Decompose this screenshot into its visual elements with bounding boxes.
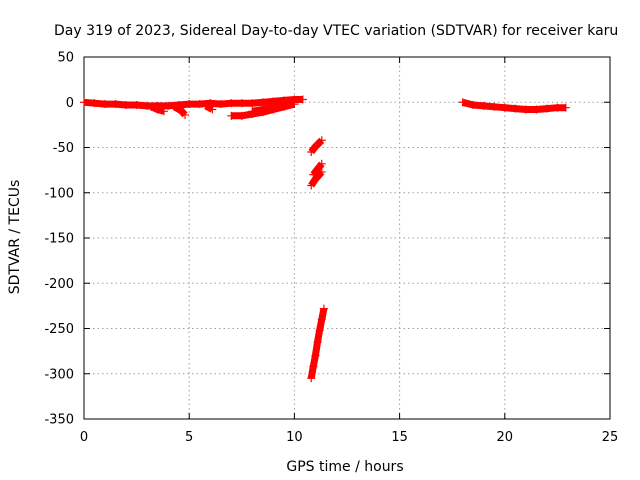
data-point — [298, 95, 307, 104]
data-point — [490, 102, 499, 111]
data-point — [307, 148, 316, 157]
data-point — [553, 103, 562, 112]
data-point — [202, 101, 211, 110]
y-tick-label: -350 — [44, 413, 74, 428]
data-point — [153, 105, 162, 114]
data-point — [248, 99, 257, 108]
data-point — [111, 100, 120, 109]
chart-title: Day 319 of 2023, Sidereal Day-to-day VTE… — [54, 23, 618, 39]
data-point — [248, 107, 257, 116]
data-point — [290, 100, 299, 109]
data-point — [132, 100, 141, 109]
data-point — [479, 101, 488, 110]
data-point — [307, 374, 316, 383]
data-point — [258, 98, 267, 107]
data-point — [279, 101, 288, 110]
data-point — [532, 105, 541, 114]
x-tick-label: 20 — [497, 430, 514, 445]
data-point — [101, 100, 110, 109]
data-point — [311, 175, 320, 184]
data-segment — [83, 96, 303, 110]
data-point — [313, 338, 322, 347]
y-tick-label: -150 — [44, 232, 74, 247]
plot-frame — [83, 56, 611, 420]
y-axis-label: SDTVAR / TECUs — [7, 180, 23, 295]
data-point — [317, 159, 326, 168]
data-point — [80, 98, 88, 107]
y-tick-label: 50 — [57, 51, 74, 66]
data-point — [500, 103, 509, 112]
data-point — [237, 99, 246, 108]
data-point — [458, 98, 467, 107]
data-point — [164, 101, 173, 110]
data-point — [307, 181, 316, 190]
data-point — [237, 111, 246, 120]
data-point — [511, 104, 520, 113]
data-point — [90, 99, 99, 108]
data-point — [208, 105, 217, 114]
data-point — [147, 102, 156, 111]
data-point — [159, 107, 168, 116]
data-point — [227, 111, 236, 120]
y-tick-label: -50 — [53, 141, 74, 156]
series-layer — [80, 95, 570, 383]
data-point — [309, 362, 318, 371]
y-tick-label: -250 — [44, 322, 74, 337]
x-tick-label: 15 — [391, 430, 408, 445]
y-tick-label: -100 — [44, 186, 74, 201]
data-point — [542, 104, 551, 113]
data-point — [176, 106, 185, 115]
data-point — [143, 101, 152, 110]
data-point — [185, 100, 194, 109]
x-tick-label: 10 — [286, 430, 303, 445]
y-tick-label: -300 — [44, 367, 74, 382]
data-point — [311, 142, 320, 151]
grid-layer — [84, 57, 610, 419]
data-point — [269, 103, 278, 112]
y-tick-label: -200 — [44, 277, 74, 292]
data-point — [317, 315, 326, 324]
data-point — [309, 170, 318, 179]
x-tick-label: 25 — [602, 430, 619, 445]
data-point — [319, 304, 328, 313]
data-point — [521, 105, 530, 114]
data-point — [258, 105, 267, 114]
data-point — [315, 326, 324, 335]
axis-layer: 0 5 10 15 20 25 50 0 -50 -100 -150 -200 -250 -300 -350 — [44, 51, 618, 446]
x-tick-label: 5 — [185, 430, 193, 445]
data-point — [227, 99, 236, 108]
x-axis-label: GPS time / hours — [286, 459, 403, 475]
data-point — [317, 136, 326, 145]
data-point — [469, 100, 478, 109]
data-point — [561, 103, 570, 112]
data-point — [170, 102, 179, 111]
data-point — [122, 100, 131, 109]
y-tick-label: 0 — [66, 96, 74, 111]
x-tick-label: 0 — [80, 430, 88, 445]
data-point — [311, 351, 320, 360]
data-point — [180, 110, 189, 119]
data-point — [195, 100, 204, 109]
data-point — [216, 100, 225, 109]
data-point — [313, 165, 322, 174]
